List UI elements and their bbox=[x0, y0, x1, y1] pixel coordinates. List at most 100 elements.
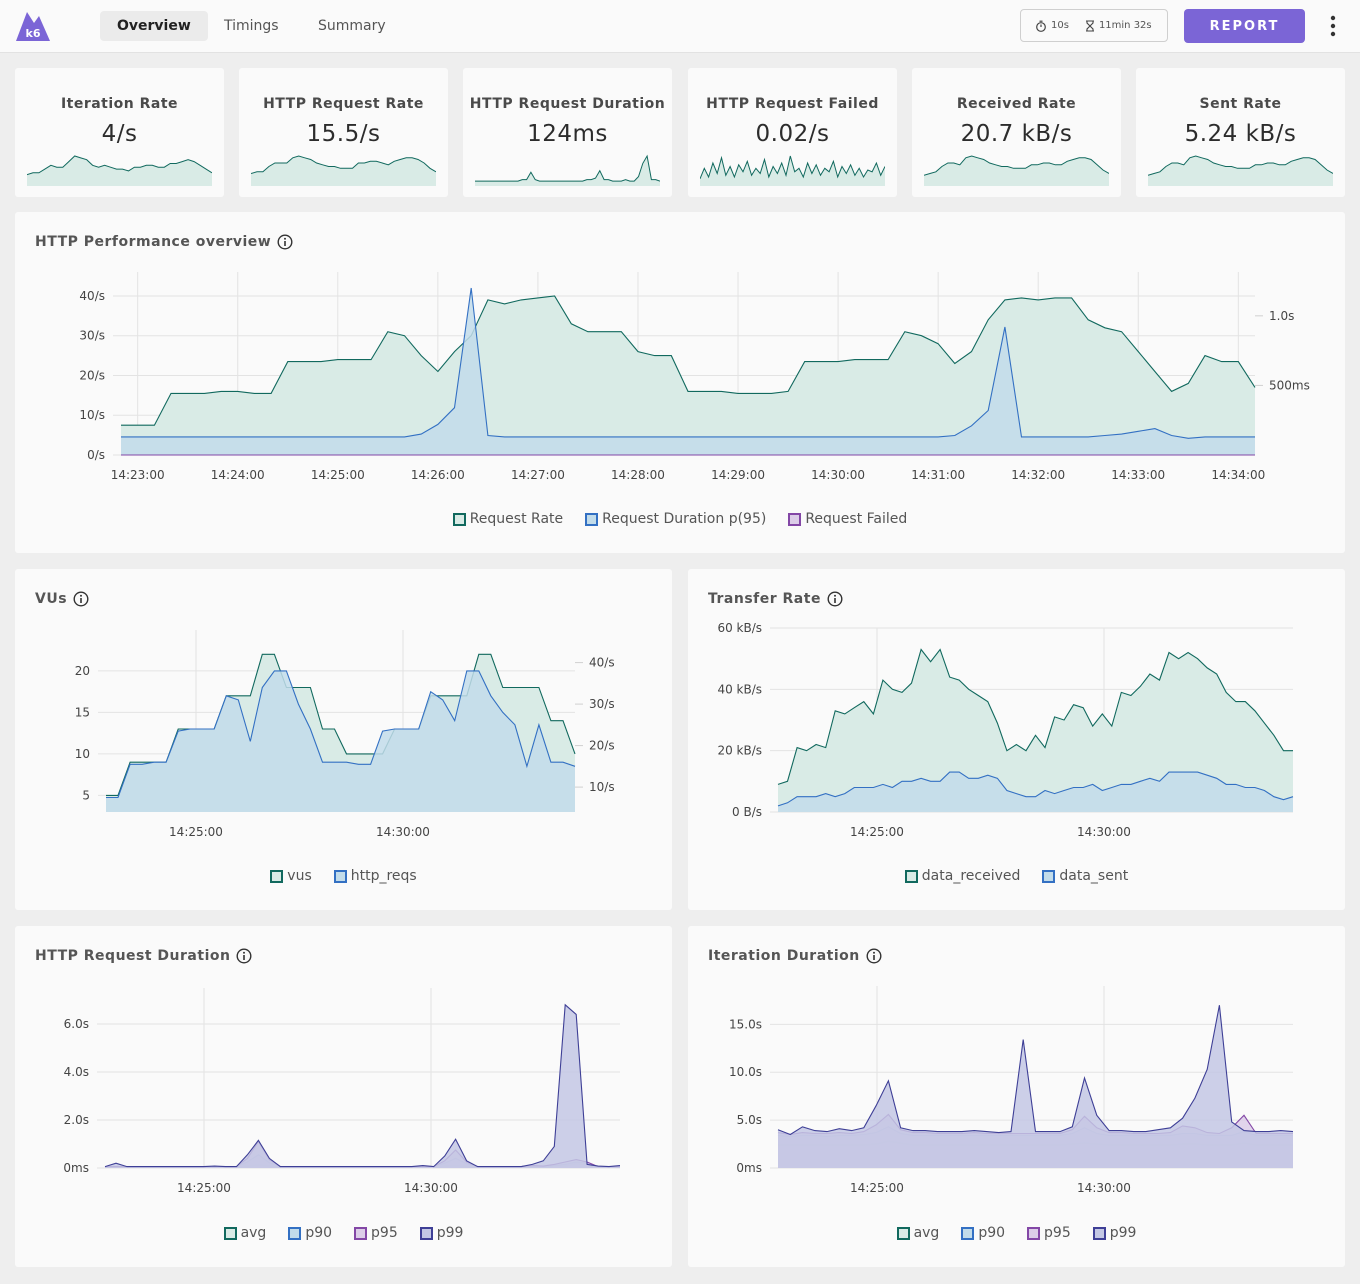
series-line-http-reqs bbox=[106, 670, 576, 799]
info-icon[interactable] bbox=[236, 948, 252, 964]
stat-title: Received Rate bbox=[956, 96, 1077, 112]
iteration-duration-chart[interactable]: 14:25:00 14:30:00 0ms 5.0s 10.0s 15.0s bbox=[688, 926, 1345, 1206]
legend-swatch bbox=[452, 512, 466, 526]
panel-title: Iteration Duration bbox=[708, 948, 882, 964]
panel-title: Transfer Rate bbox=[708, 591, 843, 607]
legend-item-p90[interactable]: p90 bbox=[961, 1225, 1005, 1241]
request-duration-chart[interactable]: 14:25:00 14:30:00 0ms 2.0s 4.0s 6.0s bbox=[15, 926, 672, 1206]
y-tick-label: 20/s bbox=[79, 368, 105, 382]
legend-item-p99[interactable]: p99 bbox=[419, 1225, 463, 1241]
legend-label: data_sent bbox=[1059, 868, 1129, 884]
sparkline-line bbox=[1148, 155, 1333, 176]
stopwatch-icon bbox=[1036, 20, 1046, 32]
transfer-chart[interactable]: 14:25:00 14:30:00 0 B/s 20 kB/s 40 kB/s 60 kB… bbox=[688, 569, 1345, 849]
legend-swatch bbox=[788, 512, 802, 526]
stat-title: Iteration Rate bbox=[60, 96, 179, 112]
more-menu-icon[interactable] bbox=[1322, 12, 1344, 40]
x-tick-label: 14:33:00 bbox=[1111, 468, 1165, 482]
y-tick-label: 0/s bbox=[87, 448, 105, 462]
vus-chart[interactable]: 14:25:00 14:30:00 5 10 15 20 10/s 20/s 30/s 40/s bbox=[15, 569, 672, 849]
x-tick-label: 14:30:00 bbox=[376, 825, 430, 839]
legend-label: p95 bbox=[371, 1225, 398, 1241]
legend-swatch bbox=[288, 1226, 302, 1240]
y-tick-label: 5.0s bbox=[737, 1113, 762, 1127]
stat-card-http-request-rate: HTTP Request Rate 15.5/s bbox=[239, 68, 448, 197]
legend-label: avg bbox=[913, 1225, 940, 1241]
stat-title: Sent Rate bbox=[1199, 96, 1282, 112]
y-tick-label: 15.0s bbox=[729, 1017, 762, 1031]
legend-item-avg[interactable]: avg bbox=[223, 1225, 266, 1241]
legend-label: data_received bbox=[921, 868, 1021, 884]
y-tick-label: 10.0s bbox=[729, 1065, 762, 1079]
info-icon[interactable] bbox=[73, 591, 89, 607]
x-tick-label: 14:25:00 bbox=[850, 825, 904, 839]
legend-item-request-duration[interactable]: Request Duration p(95) bbox=[585, 511, 766, 527]
sparkline-area bbox=[924, 156, 1109, 186]
legend-item-p90[interactable]: p90 bbox=[288, 1225, 332, 1241]
y2-tick-label: 10/s bbox=[589, 780, 615, 794]
overview-chart[interactable]: 14:23:00 14:24:00 14:25:00 14:26:00 14:27:00… bbox=[15, 212, 1345, 512]
legend-item-p95[interactable]: p95 bbox=[1027, 1225, 1071, 1241]
tab-overview[interactable]: Overview bbox=[100, 11, 208, 41]
info-icon[interactable] bbox=[866, 948, 882, 964]
info-icon[interactable] bbox=[277, 234, 293, 250]
panel-transfer-rate: Transfer Rate 14:25:00 14:30:00 0 B/s 20 kB… bbox=[688, 569, 1345, 910]
series-area-http-reqs bbox=[106, 670, 575, 812]
legend-swatch bbox=[354, 1226, 368, 1240]
panel-title-text: HTTP Request Duration bbox=[35, 948, 231, 964]
sparkline bbox=[251, 155, 436, 186]
sparkline bbox=[700, 155, 885, 186]
hourglass-icon bbox=[1085, 19, 1094, 32]
sparkline-area bbox=[475, 156, 660, 186]
legend-item-avg[interactable]: avg bbox=[896, 1225, 940, 1241]
legend-item-http-reqs[interactable]: http_reqs bbox=[333, 868, 417, 884]
y2-tick-label: 20/s bbox=[589, 739, 615, 753]
legend-swatch bbox=[223, 1226, 237, 1240]
x-tick-label: 14:29:00 bbox=[711, 468, 765, 482]
stat-card-http-request-failed: HTTP Request Failed 0.02/s bbox=[688, 68, 897, 197]
stat-value: 15.5/s bbox=[306, 121, 381, 147]
legend-item-data-received[interactable]: data_received bbox=[904, 868, 1021, 884]
report-button[interactable]: REPORT bbox=[1184, 9, 1305, 43]
y-tick-label: 0ms bbox=[736, 1161, 762, 1175]
legend-swatch bbox=[896, 1226, 910, 1240]
legend-item-p99[interactable]: p99 bbox=[1092, 1225, 1137, 1241]
legend-label: Request Failed bbox=[805, 511, 908, 527]
stat-value: 0.02/s bbox=[755, 121, 830, 147]
legend-item-p95[interactable]: p95 bbox=[354, 1225, 398, 1241]
series-line-p99 bbox=[777, 1005, 1294, 1136]
legend-swatch bbox=[961, 1226, 975, 1240]
sparkline bbox=[924, 155, 1109, 186]
legend-item-request-rate[interactable]: Request Rate bbox=[452, 511, 564, 527]
chart-legend: avg p90 p95 p99 bbox=[15, 1225, 672, 1241]
chart-legend: avg p90 p95 p99 bbox=[688, 1225, 1345, 1241]
sparkline-area bbox=[251, 156, 436, 186]
tab-summary[interactable]: Summary bbox=[318, 18, 386, 34]
top-bar: k6 Overview Timings Summary 10s 11min 32… bbox=[0, 0, 1360, 53]
stat-card-received-rate: Received Rate 20.7 kB/s bbox=[912, 68, 1121, 197]
info-icon[interactable] bbox=[827, 591, 843, 607]
sparkline-line bbox=[924, 155, 1109, 176]
sparkline-line bbox=[475, 154, 660, 182]
stat-title: HTTP Request Rate bbox=[263, 96, 424, 112]
x-tick-label: 14:25:00 bbox=[311, 468, 365, 482]
y-tick-label: 2.0s bbox=[64, 1113, 89, 1127]
x-tick-label: 14:28:00 bbox=[611, 468, 665, 482]
panel-title-text: HTTP Performance overview bbox=[35, 234, 272, 250]
series-area-data-received bbox=[778, 649, 1293, 812]
panel-title: HTTP Request Duration bbox=[35, 948, 252, 964]
legend-item-request-failed[interactable]: Request Failed bbox=[788, 511, 907, 527]
period-value: 10s bbox=[1051, 20, 1069, 31]
legend-item-vus[interactable]: vus bbox=[270, 868, 312, 884]
legend-label: Request Rate bbox=[469, 511, 564, 527]
x-tick-label: 14:30:00 bbox=[811, 468, 865, 482]
sparkline bbox=[1148, 155, 1333, 186]
chart-legend: vus http_reqs bbox=[15, 868, 672, 884]
tab-timings[interactable]: Timings bbox=[224, 18, 279, 34]
y-tick-label: 60 kB/s bbox=[717, 621, 762, 635]
k6-logo[interactable]: k6 bbox=[14, 9, 52, 43]
legend-label: p99 bbox=[1109, 1225, 1137, 1241]
series-area-data-sent bbox=[778, 772, 1293, 812]
series-line-request-rate bbox=[121, 295, 1256, 426]
legend-item-data-sent[interactable]: data_sent bbox=[1042, 868, 1128, 884]
